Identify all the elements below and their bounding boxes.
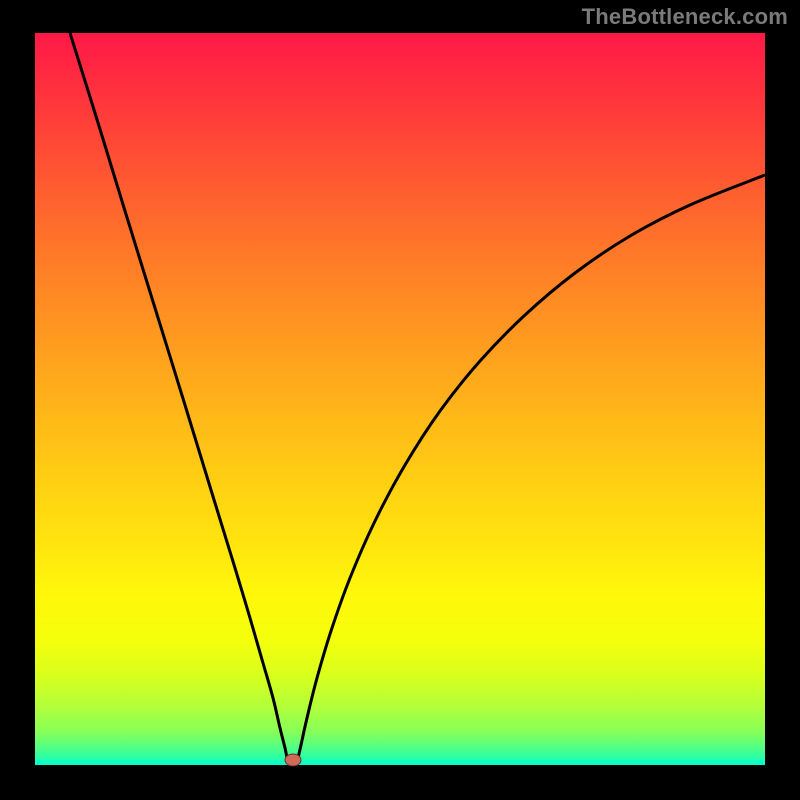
curve-right-branch — [298, 175, 765, 758]
curve-left-branch — [70, 33, 287, 758]
minimum-marker-icon — [285, 754, 301, 766]
plot-area — [35, 33, 765, 765]
watermark-text: TheBottleneck.com — [582, 4, 788, 30]
chart-curve-svg — [35, 33, 765, 765]
